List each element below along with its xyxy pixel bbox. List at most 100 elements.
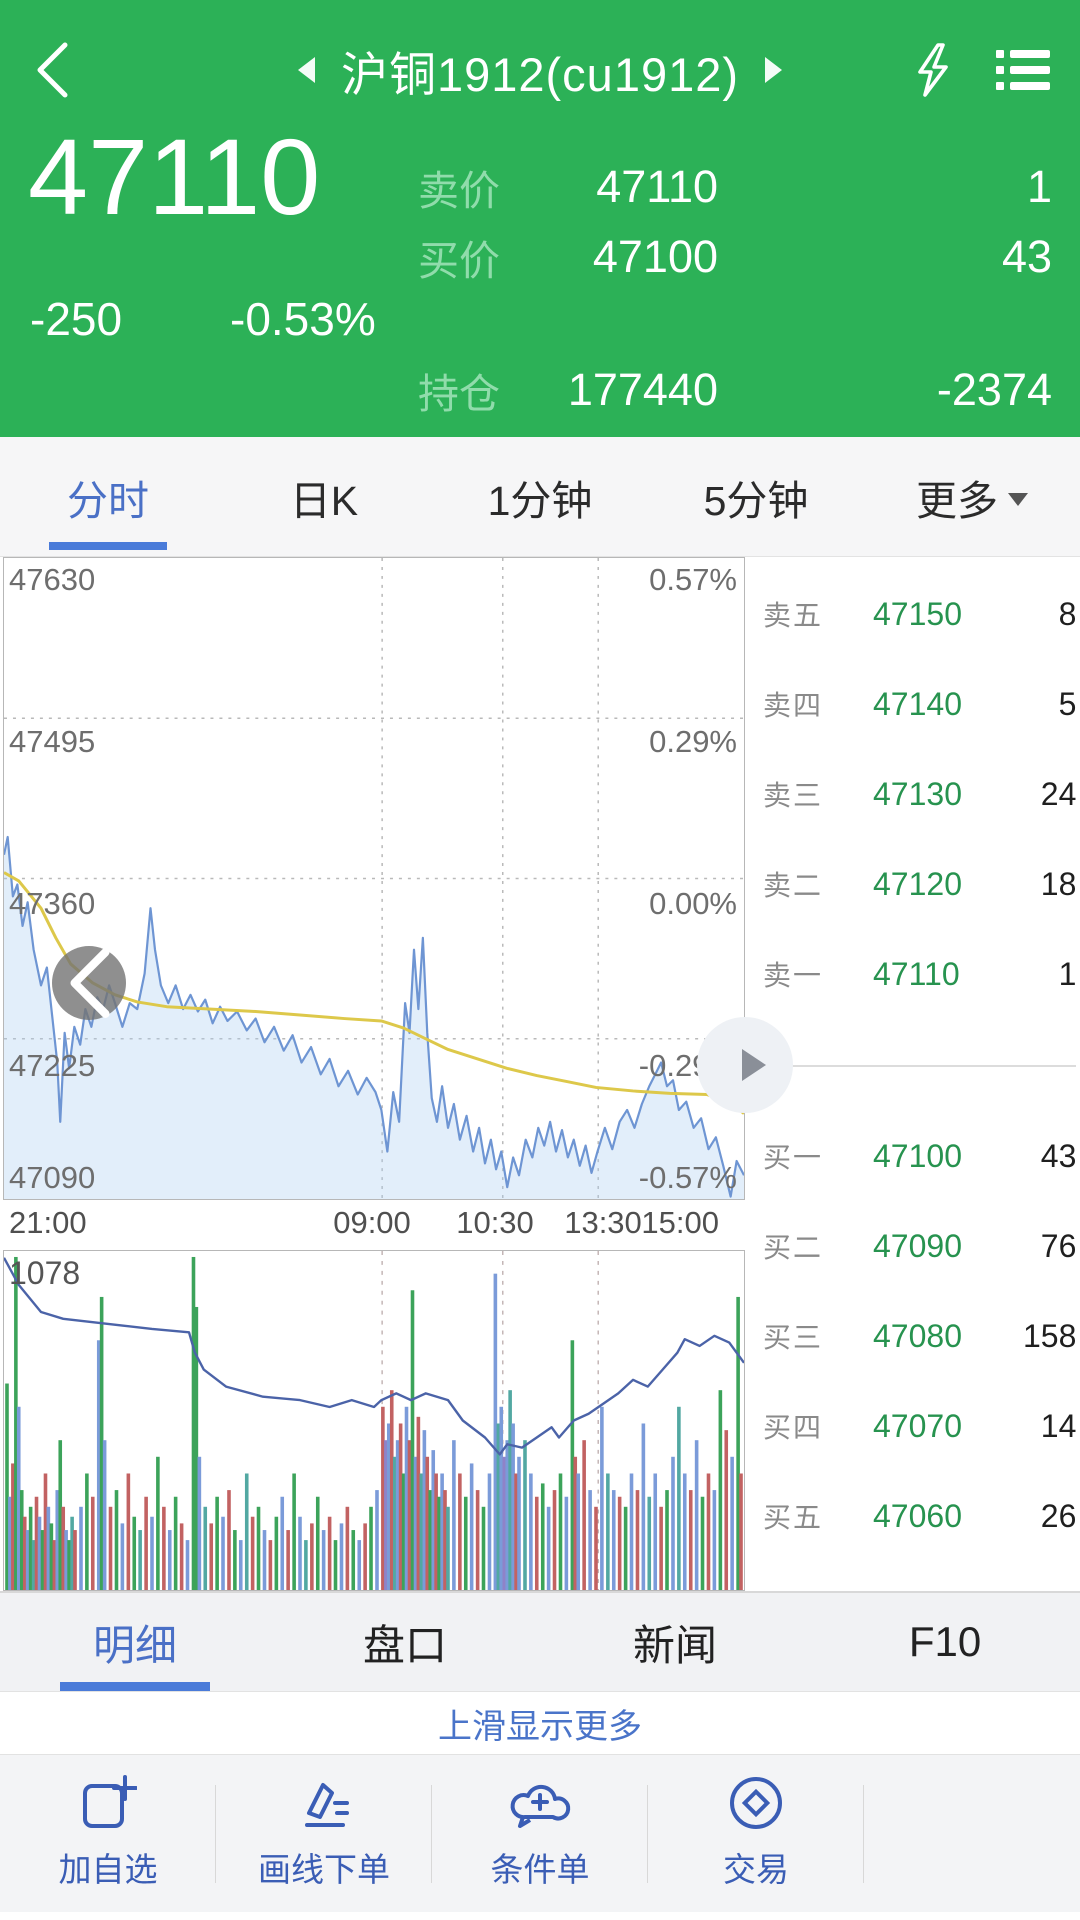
bid-row-4[interactable]: 买四 47070 14: [763, 1381, 1076, 1471]
expand-book-button[interactable]: [697, 1017, 793, 1113]
bid-level-label: 买二: [763, 1232, 824, 1263]
volume-bar: [694, 1440, 699, 1590]
ask-row-5[interactable]: 卖一 47110 1: [763, 929, 1076, 1019]
volume-bar: [85, 1473, 89, 1590]
volume-chart[interactable]: 1078: [3, 1250, 745, 1591]
back-chevron-icon: [37, 42, 68, 98]
volume-bar: [508, 1390, 512, 1590]
last-price: 47110: [28, 116, 321, 237]
volume-bar: [14, 1256, 18, 1590]
volume-bar: [523, 1440, 527, 1590]
detail-tab-新闻[interactable]: 新闻: [632, 1621, 717, 1669]
bid-row-1[interactable]: 买一 47100 43: [763, 1111, 1076, 1201]
back-button[interactable]: [22, 40, 82, 100]
ask-level-price: 47140: [873, 685, 962, 722]
bid-level-price: 47090: [873, 1227, 962, 1264]
volume-bar: [558, 1473, 563, 1590]
volume-bar: [167, 1530, 172, 1590]
volume-bar: [730, 1456, 734, 1590]
volume-bar: [197, 1456, 202, 1590]
ask-row-3[interactable]: 卖三 47130 24: [763, 749, 1076, 839]
volume-bar: [665, 1490, 669, 1590]
volume-bar: [19, 1490, 24, 1590]
ask-row-4[interactable]: 卖二 47120 18: [763, 839, 1076, 929]
bid-level-label: 买五: [763, 1502, 824, 1533]
ask-row-2[interactable]: 卖四 47140 5: [763, 659, 1076, 749]
period-tab-更多[interactable]: 更多: [864, 437, 1080, 556]
volume-bar: [315, 1496, 320, 1590]
volume-bar: [357, 1540, 362, 1590]
volume-bar: [606, 1473, 610, 1590]
time-tick-21:00: 21:00: [9, 1205, 87, 1240]
toolbar-trade[interactable]: 交易: [648, 1773, 864, 1912]
toolbar-conditional-order[interactable]: 条件单: [432, 1773, 648, 1912]
ask-level-qty: 5: [1058, 685, 1077, 722]
chart-back-button[interactable]: [52, 946, 126, 1020]
volume-bar: [540, 1483, 545, 1590]
detail-tab-盘口[interactable]: 盘口: [362, 1621, 447, 1669]
volume-bar: [120, 1523, 125, 1590]
price-chart-canvas: [4, 558, 744, 1199]
volume-bar: [499, 1406, 504, 1590]
volume-bar: [292, 1473, 296, 1590]
volume-bar: [641, 1423, 646, 1590]
flash-order-icon[interactable]: [910, 42, 952, 98]
volume-bar: [203, 1506, 208, 1590]
volume-bar: [268, 1540, 273, 1590]
prev-instrument-icon[interactable]: [297, 57, 315, 83]
toolbar-draw-order[interactable]: 画线下单: [216, 1773, 432, 1912]
volume-bar: [179, 1523, 184, 1590]
volume-bar: [351, 1530, 356, 1590]
volume-bar: [413, 1456, 418, 1590]
period-tab-分时[interactable]: 分时: [0, 437, 216, 556]
detail-tab-bar: 明细 盘口 新闻 F10: [0, 1591, 1080, 1691]
volume-bar: [96, 1340, 101, 1590]
ask-level-price: 47130: [873, 775, 962, 812]
volume-bar: [389, 1390, 394, 1590]
bid-level-label: 买四: [763, 1412, 824, 1443]
bid-level-price: 47070: [873, 1407, 962, 1444]
volume-bar: [629, 1473, 634, 1590]
volume-bar: [706, 1473, 711, 1590]
bid-row-2[interactable]: 买二 47090 76: [763, 1201, 1076, 1291]
volume-bar: [5, 1383, 9, 1590]
bid-row-3[interactable]: 买三 47080 158: [763, 1291, 1076, 1381]
period-tab-5分钟[interactable]: 5分钟: [703, 477, 809, 524]
detail-tab-明细[interactable]: 明细: [0, 1593, 270, 1691]
volume-bar: [611, 1490, 616, 1590]
volume-bar: [407, 1440, 412, 1590]
order-book: 卖五 47150 8 卖四 47140 5 卖三 47130 24 卖二 47120 18 卖一 4711…: [697, 557, 1080, 1591]
period-tab-1分钟[interactable]: 1分钟: [487, 477, 593, 524]
book-divider-line: [777, 1065, 1077, 1067]
minute-price-chart[interactable]: 47630 47495 47360 47225 47090 0.57% 0.29% 0.00%…: [3, 557, 745, 1200]
volume-bar: [37, 1516, 42, 1590]
ask-row-1[interactable]: 卖五 47150 8: [763, 569, 1076, 659]
volume-bar: [11, 1463, 15, 1590]
period-tab-日K[interactable]: 日K: [289, 477, 359, 524]
volume-bar: [369, 1506, 373, 1590]
bottom-toolbar: 加自选 画线下单 条件单 交易: [0, 1755, 1080, 1912]
volume-bar: [463, 1496, 468, 1590]
volume-bar: [194, 1306, 199, 1590]
volume-bar: [381, 1406, 385, 1590]
swipe-up-hint[interactable]: 上滑显示更多: [0, 1691, 1080, 1755]
volume-bar: [443, 1490, 447, 1590]
volume-bar: [52, 1540, 57, 1590]
open-interest-row: 持仓 177440 -2374: [418, 362, 1052, 418]
next-instrument-icon[interactable]: [765, 57, 783, 83]
ask-level-price: 47110: [873, 955, 960, 992]
bid-row-5[interactable]: 买五 47060 26: [763, 1471, 1076, 1561]
bid-level-price: 47080: [873, 1317, 962, 1354]
watchlist-menu-icon[interactable]: [994, 46, 1052, 94]
volume-bar: [712, 1490, 717, 1590]
detail-tab-F10[interactable]: F10: [908, 1618, 982, 1665]
ask-price: 47110: [596, 161, 718, 212]
toolbar-add-watchlist[interactable]: 加自选: [0, 1773, 216, 1912]
ask-label: 卖价: [418, 168, 500, 214]
bid-level-label: 买三: [763, 1322, 824, 1353]
volume-bar: [25, 1530, 30, 1590]
volume-bar: [280, 1496, 285, 1590]
toolbar-label: 画线下单: [258, 1851, 390, 1888]
volume-bar: [46, 1506, 51, 1590]
